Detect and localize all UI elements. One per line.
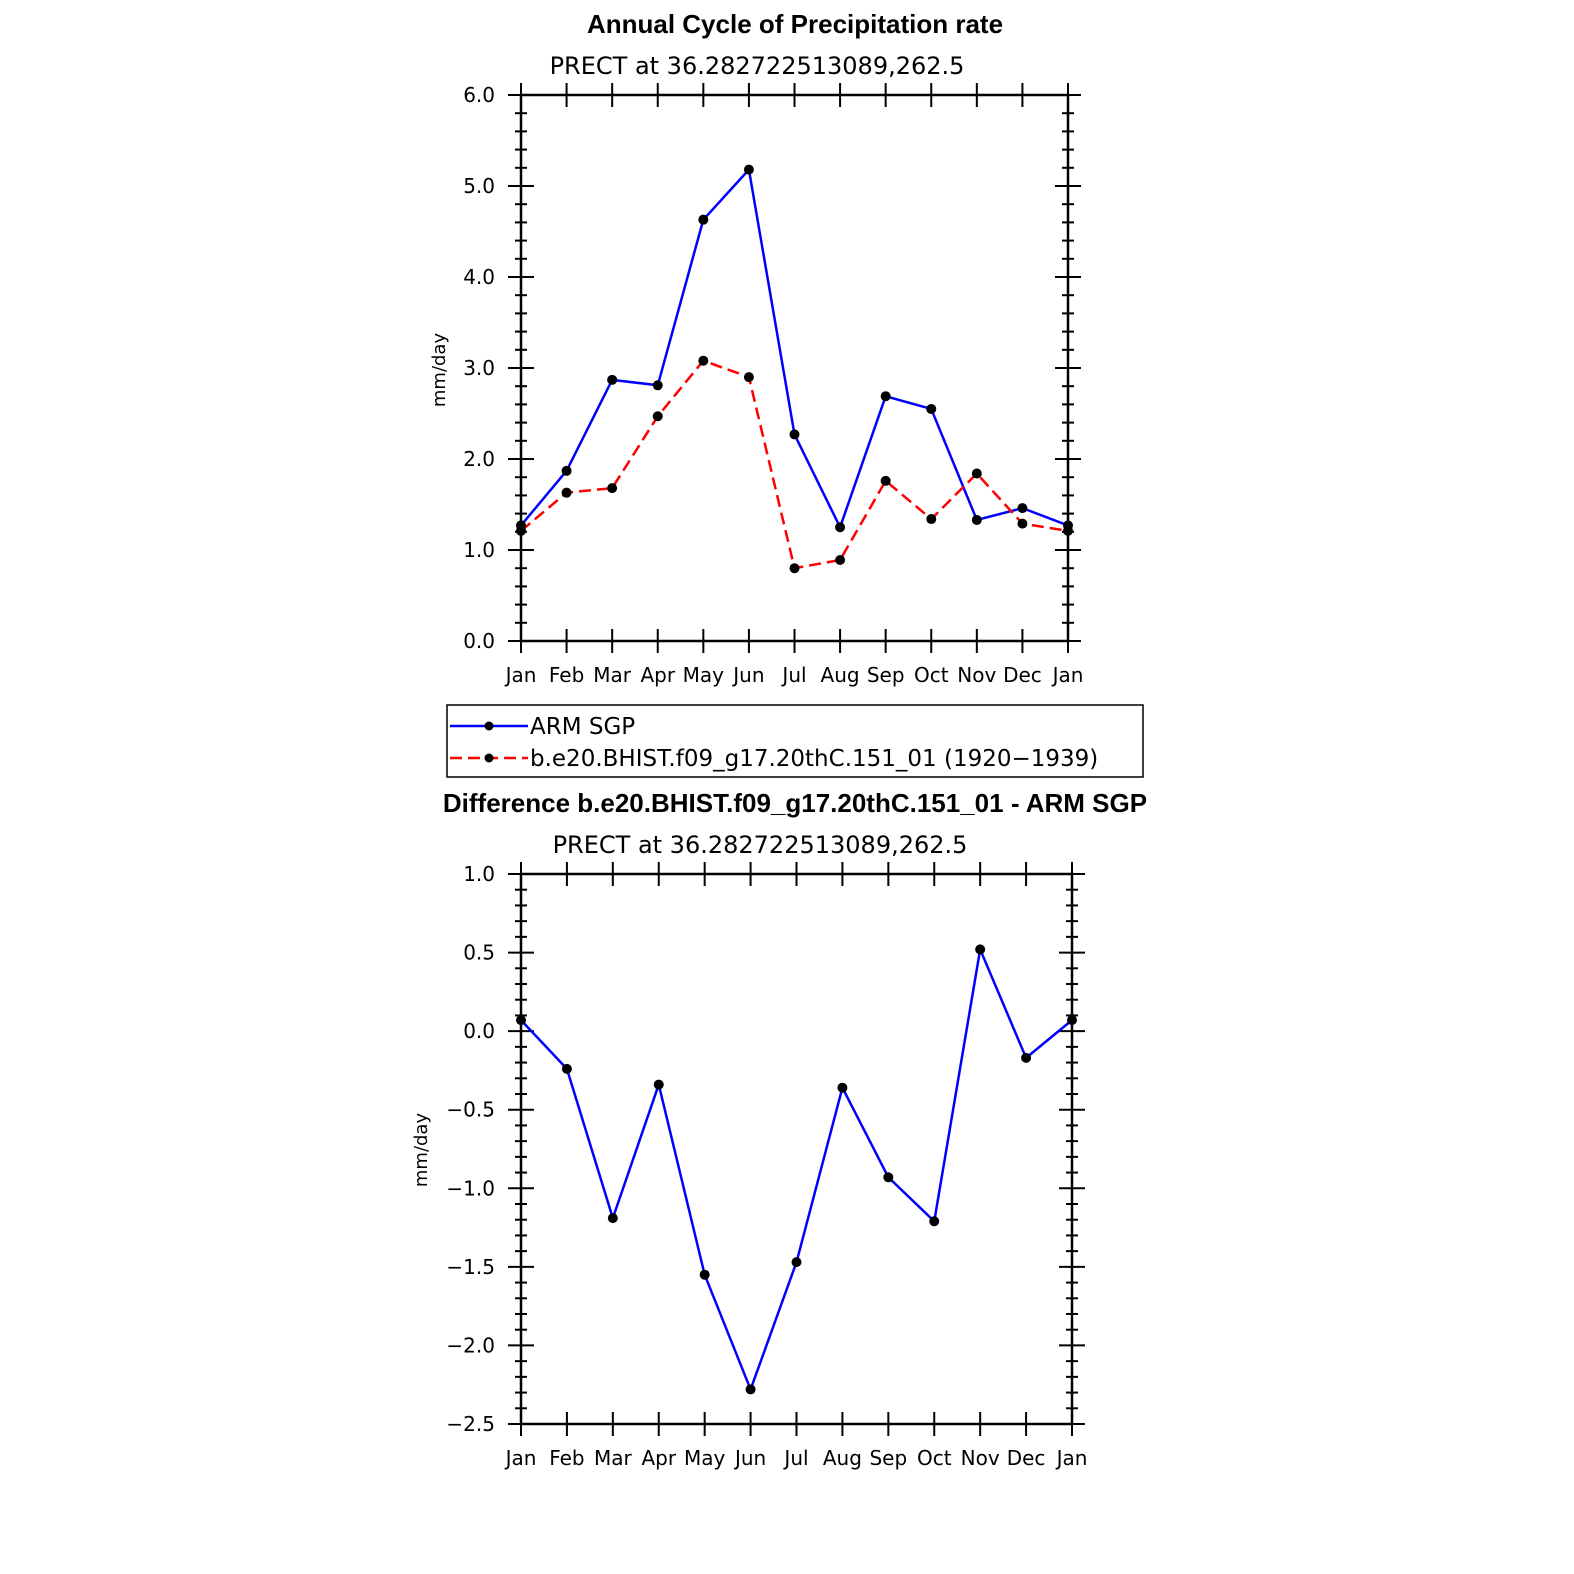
y-tick-label: −2.0 <box>446 1333 495 1357</box>
data-point-series-0 <box>561 465 572 476</box>
y-tick-label: 2.0 <box>463 447 495 471</box>
tick-labels: −2.5 −2.0 −1.5 −1.0 −0.5 0.0 0.5 1.0 Jan Feb Mar Ap… <box>446 862 1087 1470</box>
x-tick-label: Feb <box>549 1446 584 1470</box>
data-point-series-0 <box>1017 503 1028 514</box>
y-tick-label: 4.0 <box>463 265 495 289</box>
data-point-series-0 <box>607 374 618 385</box>
y-tick-label: 6.0 <box>463 83 495 107</box>
data-point-series-1 <box>561 487 572 498</box>
data-point-series-0 <box>653 1079 664 1090</box>
data-point-series-0 <box>561 1063 572 1074</box>
y-axis-label: mm/day <box>429 333 450 408</box>
data-point-series-0 <box>698 214 709 225</box>
x-tick-label: Jul <box>780 663 806 687</box>
data-point-series-0 <box>971 514 982 525</box>
x-tick-label: Jun <box>731 663 764 687</box>
series-group <box>516 164 1073 574</box>
data-point-series-1 <box>971 468 982 479</box>
data-point-series-1 <box>652 411 663 422</box>
y-tick-label: 1.0 <box>463 862 495 886</box>
data-point-series-1 <box>743 372 754 383</box>
x-tick-label: Oct <box>914 663 949 687</box>
legend-marker-arm-sgp <box>484 721 494 731</box>
data-point-series-1 <box>607 483 618 494</box>
x-tick-label: Jan <box>504 1446 537 1470</box>
tick-labels: 0.0 1.0 2.0 3.0 4.0 5.0 6.0 Jan Feb Mar Apr May Jun J… <box>463 83 1083 687</box>
data-point-series-0 <box>745 1384 756 1395</box>
y-tick-label: −1.5 <box>446 1255 495 1279</box>
data-point-series-0 <box>607 1213 618 1224</box>
x-tick-label: Jan <box>1055 1446 1088 1470</box>
plot-frame <box>519 93 1070 643</box>
y-tick-label: 0.5 <box>463 941 495 965</box>
y-tick-label: 5.0 <box>463 174 495 198</box>
y-tick-label: 0.0 <box>463 1019 495 1043</box>
x-tick-label: Nov <box>961 1446 1000 1470</box>
x-tick-label: Jun <box>733 1446 766 1470</box>
legend: ARM SGP b.e20.BHIST.f09_g17.20thC.151_01… <box>446 704 1144 778</box>
x-tick-label: Oct <box>917 1446 952 1470</box>
data-point-series-0 <box>883 1172 894 1183</box>
data-point-series-1 <box>926 514 937 525</box>
x-tick-label: Mar <box>593 663 632 687</box>
data-point-series-1 <box>1017 518 1028 529</box>
x-tick-label: Aug <box>823 1446 862 1470</box>
precip-annual-cycle-chart: Annual Cycle of Precipitation rate PRECT… <box>429 9 1083 687</box>
data-point-series-0 <box>837 1082 848 1093</box>
legend-marker-model <box>484 753 494 763</box>
data-point-series-0 <box>789 429 800 440</box>
data-point-series-0 <box>880 391 891 402</box>
y-tick-label: 1.0 <box>463 538 495 562</box>
chart-title: Annual Cycle of Precipitation rate <box>587 9 1003 39</box>
y-axis-label: mm/day <box>411 1113 432 1188</box>
data-point-series-1 <box>698 355 709 366</box>
x-tick-label: Apr <box>640 663 675 687</box>
data-point-series-1 <box>835 555 846 566</box>
x-tick-label: Nov <box>957 663 996 687</box>
y-tick-label: 0.0 <box>463 629 495 653</box>
x-tick-label: Jul <box>782 1446 808 1470</box>
data-point-series-0 <box>1021 1052 1032 1063</box>
legend-box <box>446 704 1144 778</box>
x-tick-label: Jan <box>1051 663 1084 687</box>
x-tick-label: Sep <box>867 663 905 687</box>
data-point-series-0 <box>652 380 663 391</box>
x-tick-label: Apr <box>641 1446 676 1470</box>
data-point-series-1 <box>789 563 800 574</box>
x-tick-label: Jan <box>504 663 537 687</box>
x-tick-label: Dec <box>1007 1446 1046 1470</box>
x-tick-label: Sep <box>869 1446 907 1470</box>
plot-frame <box>519 872 1074 1426</box>
data-point-series-0 <box>699 1269 710 1280</box>
chart-title: Difference b.e20.BHIST.f09_g17.20thC.151… <box>443 788 1147 818</box>
legend-label-model: b.e20.BHIST.f09_g17.20thC.151_01 (1920−1… <box>530 746 1098 772</box>
chart-subtitle: PRECT at 36.282722513089,262.5 <box>553 831 968 859</box>
y-tick-label: −1.0 <box>446 1176 495 1200</box>
data-point-series-0 <box>743 164 754 175</box>
y-tick-label: −2.5 <box>446 1412 495 1436</box>
y-tick-label: −0.5 <box>446 1098 495 1122</box>
data-point-series-0 <box>926 403 937 414</box>
data-point-series-0 <box>791 1257 802 1268</box>
x-tick-label: May <box>684 1446 726 1470</box>
data-point-series-1 <box>880 475 891 486</box>
x-tick-label: Feb <box>549 663 584 687</box>
x-tick-label: Dec <box>1003 663 1042 687</box>
series-line-1 <box>520 359 1069 570</box>
y-tick-label: 3.0 <box>463 356 495 380</box>
chart-subtitle: PRECT at 36.282722513089,262.5 <box>550 52 965 80</box>
precip-difference-chart: Difference b.e20.BHIST.f09_g17.20thC.151… <box>411 788 1147 1470</box>
data-point-series-0 <box>835 522 846 533</box>
series-line-0 <box>520 168 1069 529</box>
legend-label-arm-sgp: ARM SGP <box>530 714 635 740</box>
series-group <box>516 944 1077 1395</box>
data-point-series-0 <box>929 1216 940 1227</box>
x-tick-label: Mar <box>594 1446 633 1470</box>
data-point-series-0 <box>975 944 986 955</box>
axis-ticks <box>508 862 1085 1436</box>
series-line-0 <box>520 948 1073 1391</box>
x-tick-label: Aug <box>821 663 860 687</box>
x-tick-label: May <box>683 663 725 687</box>
